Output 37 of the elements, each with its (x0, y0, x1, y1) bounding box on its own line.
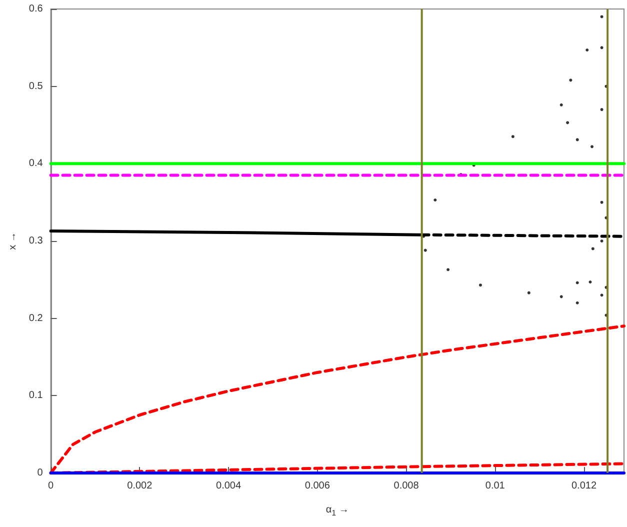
point (600, 240, 604, 242)
point (566, 121, 570, 124)
y-tick-label: 0.2 (28, 312, 44, 324)
x-tick-label: 0.004 (216, 480, 242, 492)
point (600, 108, 604, 112)
x-tick-label: 0.002 (127, 480, 153, 492)
point (576, 301, 579, 304)
x-tick-label: 0.008 (394, 480, 420, 492)
x-tick-label: 0 (48, 480, 54, 492)
point (591, 247, 594, 250)
y-tick-label: 0.1 (28, 390, 44, 402)
x-tick-label: 0.01 (485, 480, 506, 492)
y-tick-label: 0 (37, 468, 44, 478)
point (446, 268, 450, 272)
y-tick-label: 0.3 (28, 236, 44, 246)
x-tick-label: 0.012 (571, 480, 597, 492)
point (600, 294, 604, 297)
point (560, 295, 563, 298)
point (511, 135, 514, 138)
point (560, 103, 563, 106)
point (586, 48, 589, 52)
point (600, 46, 604, 50)
point (600, 200, 604, 204)
point (590, 145, 594, 148)
y-axis-title: x → (8, 232, 18, 250)
point (478, 284, 482, 287)
y-tick-label: 0.4 (28, 158, 44, 170)
point (588, 280, 592, 284)
point (527, 291, 530, 294)
y-tick-label: 0.6 (28, 4, 44, 14)
point (576, 138, 579, 142)
x-tick-label: 0.006 (304, 480, 330, 492)
point (569, 78, 572, 82)
point (600, 15, 604, 18)
point (434, 198, 437, 202)
y-tick-label: 0.5 (28, 80, 44, 92)
point (424, 248, 427, 252)
